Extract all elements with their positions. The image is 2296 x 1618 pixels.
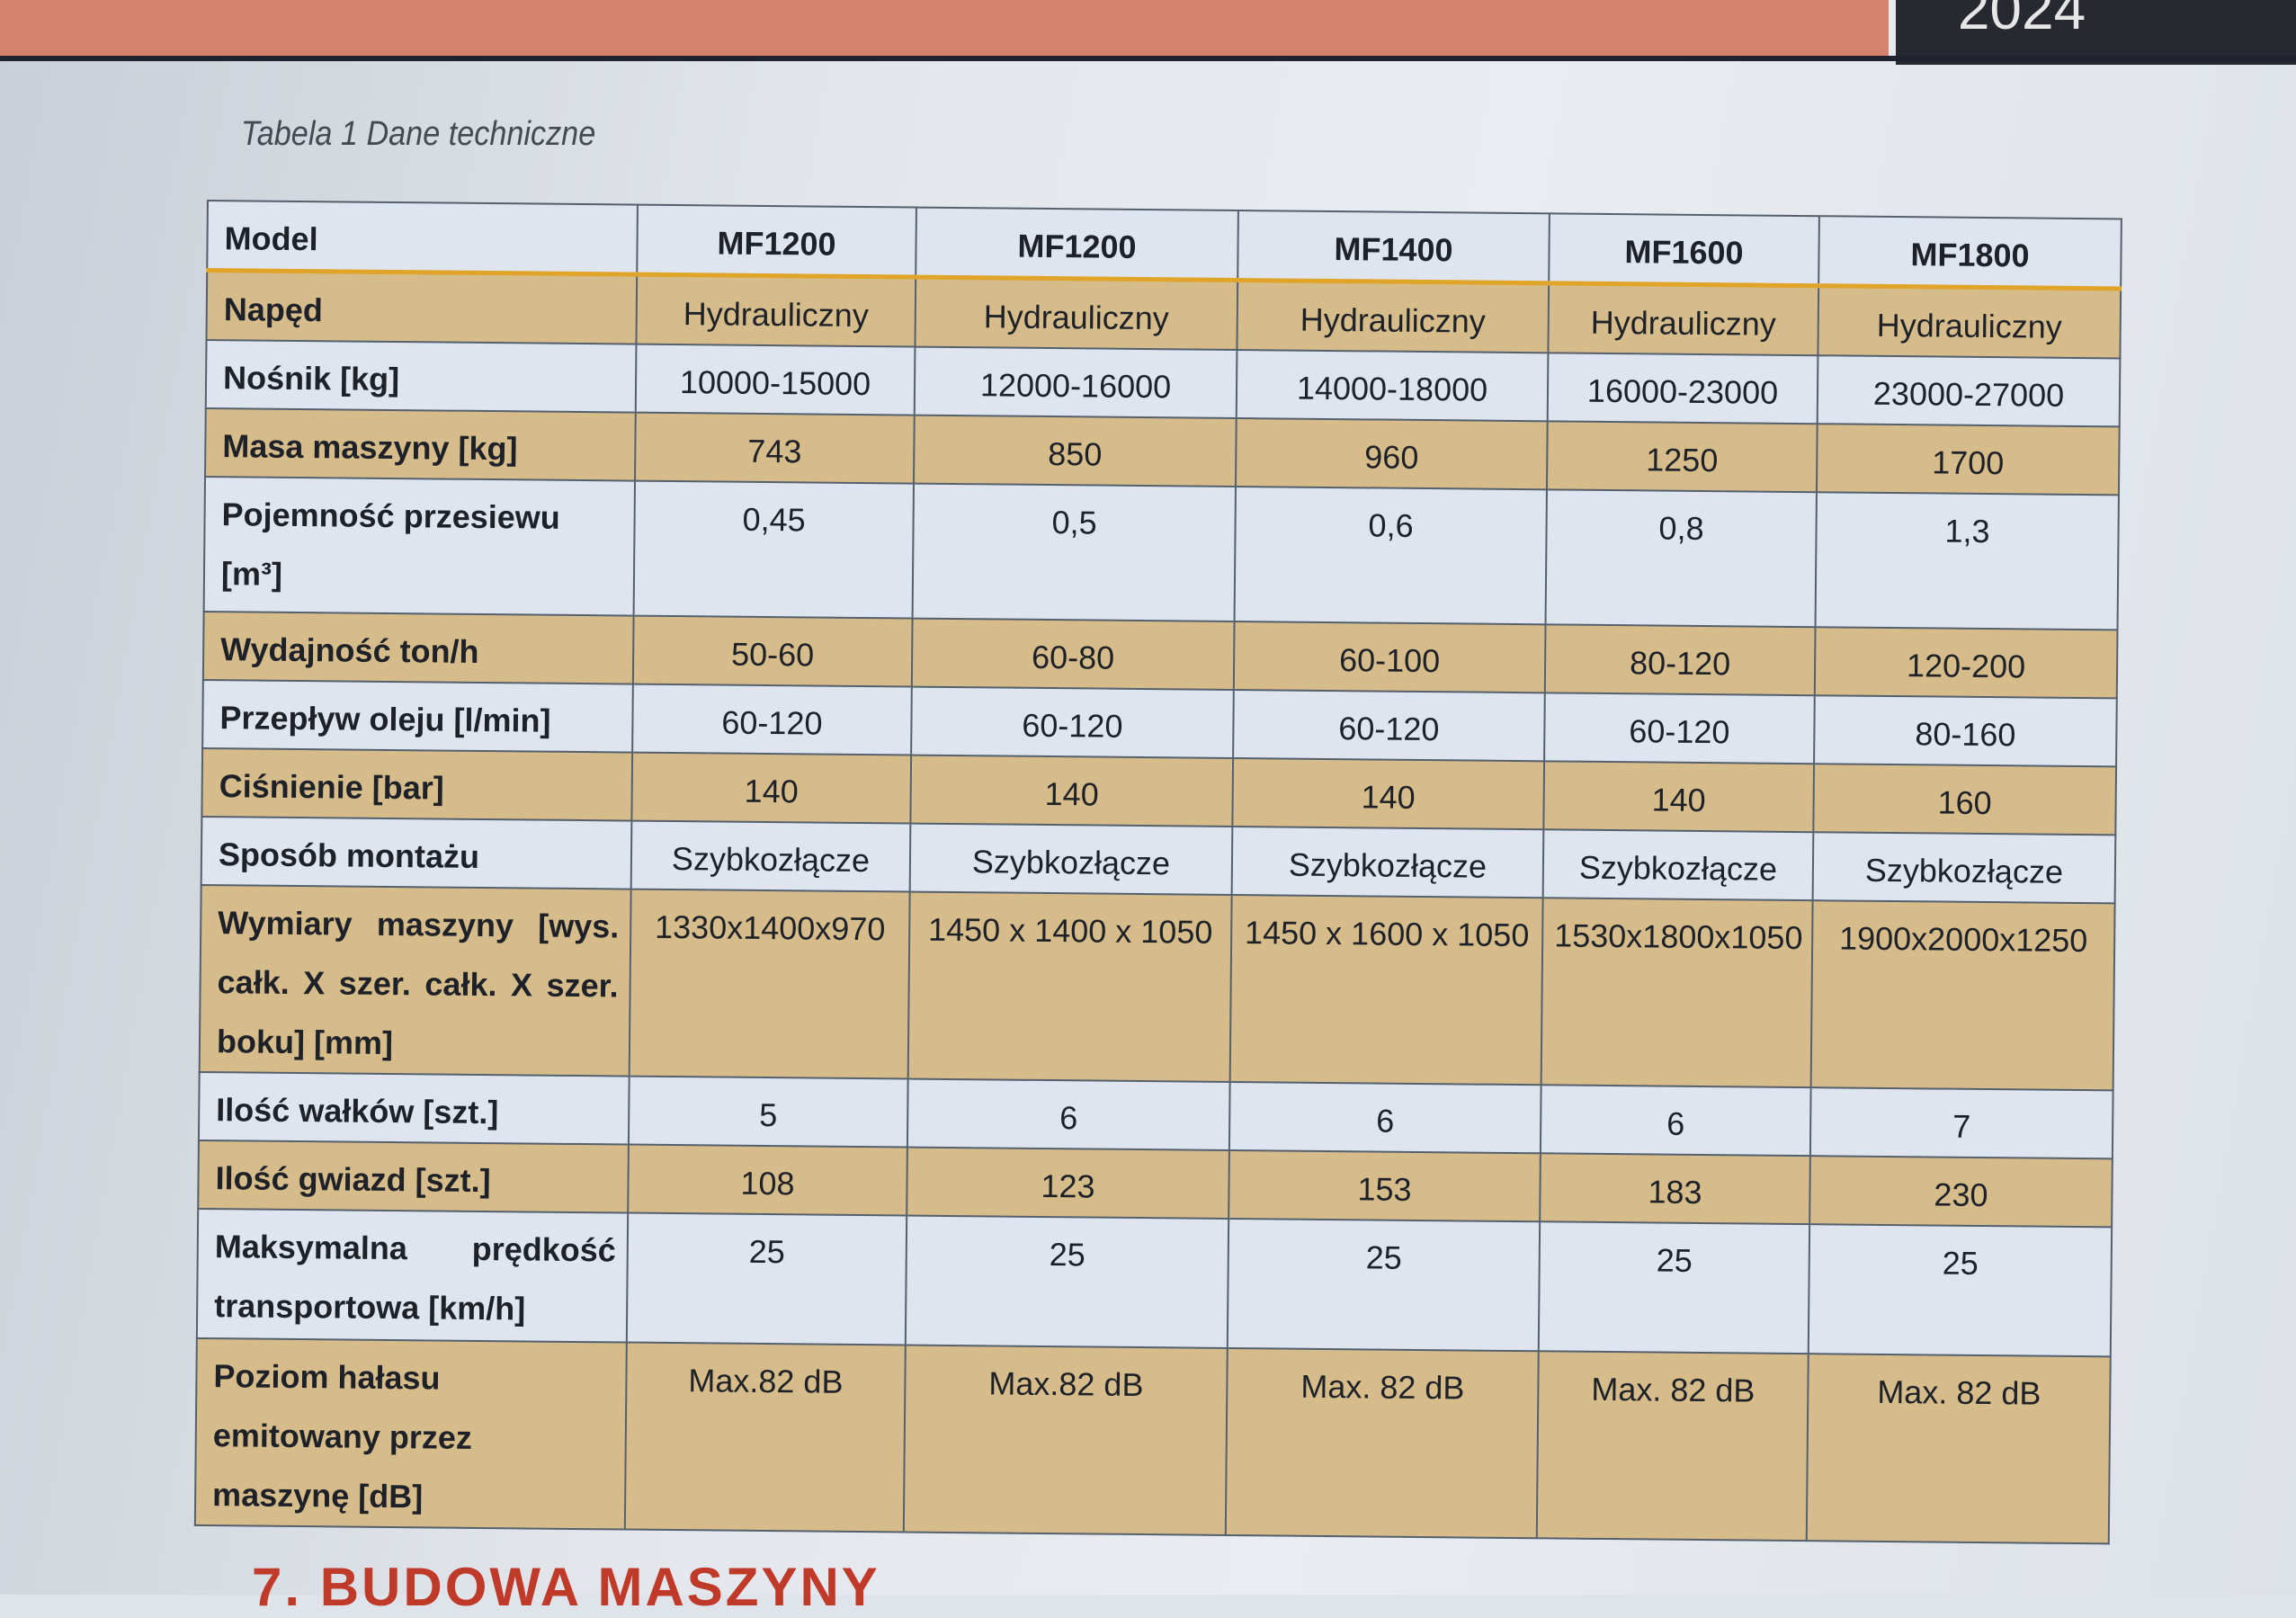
table-cell: Hydrauliczny — [1548, 282, 1819, 356]
row-label: Wydajność ton/h — [202, 611, 634, 684]
table-cell: 120-200 — [1814, 627, 2118, 699]
table-cell: 153 — [1228, 1149, 1541, 1222]
table-cell: Szybkozłącze — [909, 823, 1233, 895]
section-heading: 7. BUDOWA MASZYNY — [252, 1557, 880, 1617]
spec-table-wrapper: Model MF1200 MF1200 MF1400 MF1600 MF1800 Napęd… — [194, 200, 2122, 1544]
table-cell: Hydrauliczny — [915, 277, 1238, 351]
table-cell: 140 — [631, 752, 912, 824]
table-cell: 960 — [1235, 417, 1548, 490]
table-cell: 0,45 — [633, 480, 915, 619]
table-cell: 16000-23000 — [1547, 353, 1818, 425]
row-label: Napęd — [206, 270, 638, 344]
table-cell: 60-100 — [1233, 621, 1546, 693]
header-rule — [0, 56, 2296, 61]
header-cell-model: MF1200 — [916, 207, 1238, 281]
table-cell: 80-160 — [1814, 695, 2117, 767]
table-cell: Max. 82 dB — [1806, 1354, 2111, 1544]
table-cell: 6 — [907, 1078, 1230, 1150]
table-cell: 230 — [1809, 1156, 2113, 1228]
row-label: Masa maszyny [kg] — [205, 407, 636, 481]
table-cell: 25 — [1227, 1218, 1541, 1352]
table-cell: 0,8 — [1545, 489, 1817, 628]
table-cell: 140 — [1543, 761, 1815, 833]
row-label: Maksymalna prędkość transportowa [km/h] — [196, 1208, 629, 1343]
table-row: Wymiary maszyny [wys. całk. X szer. całk… — [199, 884, 2115, 1091]
row-label: Sposób montażu — [201, 816, 632, 889]
table-cell: Szybkozłącze — [630, 820, 911, 892]
row-label: Przepływ oleju [l/min] — [202, 679, 633, 753]
header-cell-model: MF1800 — [1818, 216, 2122, 289]
table-cell: 23000-27000 — [1817, 355, 2121, 427]
table-cell: Hydrauliczny — [1237, 280, 1550, 353]
table-cell: 60-120 — [1544, 693, 1815, 764]
table-cell: 1250 — [1546, 421, 1818, 493]
table-cell: 5 — [628, 1076, 908, 1148]
table-cell: 7 — [1809, 1087, 2113, 1159]
table-cell: 140 — [910, 755, 1234, 827]
table-cell: 14000-18000 — [1236, 350, 1549, 422]
row-label: Ilość wałków [szt.] — [198, 1071, 630, 1145]
table-cell: 25 — [626, 1212, 907, 1345]
table-cell: 1450 x 1400 x 1050 — [907, 891, 1232, 1082]
table-cell: 60-120 — [632, 684, 912, 755]
header-year-box — [1896, 0, 2296, 65]
table-cell: 1330x1400x970 — [629, 889, 910, 1079]
table-cell: Szybkozłącze — [1812, 832, 2116, 904]
table-cell: 123 — [907, 1147, 1229, 1219]
table-caption: Tabela 1 Dane techniczne — [241, 115, 596, 153]
table-cell: Max.82 dB — [624, 1342, 906, 1533]
spec-table: Model MF1200 MF1200 MF1400 MF1600 MF1800 Napęd… — [194, 200, 2122, 1544]
table-cell: 1900x2000x1250 — [1810, 900, 2115, 1091]
row-label: Ciśnienie [bar] — [201, 747, 633, 821]
table-cell: 140 — [1232, 757, 1545, 830]
header-cell-model: MF1400 — [1237, 210, 1550, 283]
table-cell: 183 — [1540, 1153, 1810, 1225]
table-cell: 25 — [1808, 1224, 2113, 1357]
table-row: Maksymalna prędkość transportowa [km/h] 2… — [196, 1208, 2113, 1357]
table-cell: 1450 x 1600 x 1050 — [1229, 894, 1543, 1086]
row-label: Poziom hałasu emitowany przez maszynę [d… — [194, 1337, 627, 1530]
table-cell: 50-60 — [632, 615, 913, 687]
table-cell: Max. 82 dB — [1536, 1351, 1809, 1542]
table-cell: 10000-15000 — [635, 344, 916, 416]
table-cell: 1700 — [1816, 424, 2120, 496]
table-cell: Hydrauliczny — [636, 274, 916, 347]
row-label: Nośnik [kg] — [205, 340, 637, 413]
row-label: Pojemność przesiewu [m³] — [203, 476, 636, 616]
header-band — [0, 0, 1889, 61]
table-row: Pojemność przesiewu [m³] 0,45 0,5 0,6 0,8 1,3 — [203, 476, 2119, 630]
table-cell: Max. 82 dB — [1225, 1347, 1539, 1539]
table-row: Poziom hałasu emitowany przez maszynę [d… — [194, 1337, 2111, 1544]
table-cell: Hydrauliczny — [1818, 285, 2122, 359]
table-cell: 0,5 — [912, 483, 1236, 621]
table-cell: 25 — [1538, 1221, 1810, 1354]
header-cell-model: MF1200 — [637, 204, 916, 278]
header-year: 2024 — [1957, 0, 2086, 41]
table-cell: 6 — [1228, 1081, 1541, 1154]
header-cell-label: Model — [207, 201, 638, 275]
table-cell: 12000-16000 — [914, 346, 1237, 418]
table-cell: 80-120 — [1544, 624, 1816, 696]
table-cell: Max.82 dB — [903, 1345, 1228, 1535]
table-cell: Szybkozłącze — [1542, 829, 1814, 901]
table-cell: 850 — [914, 415, 1237, 487]
table-cell: 60-120 — [1233, 689, 1545, 762]
table-cell: 743 — [635, 412, 915, 484]
table-cell: 0,6 — [1234, 486, 1547, 625]
table-cell: Szybkozłącze — [1231, 826, 1544, 898]
table-cell: 1,3 — [1815, 492, 2119, 630]
table-cell: 6 — [1540, 1085, 1811, 1157]
row-label: Wymiary maszyny [wys. całk. X szer. całk… — [199, 884, 631, 1077]
table-cell: 60-120 — [911, 686, 1234, 758]
header-cell-model: MF1600 — [1549, 213, 1819, 286]
table-cell: 25 — [905, 1215, 1229, 1348]
table-cell: 60-80 — [911, 618, 1235, 690]
row-label: Ilość gwiazd [szt.] — [198, 1140, 629, 1213]
table-cell: 1530x1800x1050 — [1541, 898, 1813, 1088]
table-cell: 108 — [628, 1144, 907, 1216]
table-cell: 160 — [1813, 764, 2117, 836]
